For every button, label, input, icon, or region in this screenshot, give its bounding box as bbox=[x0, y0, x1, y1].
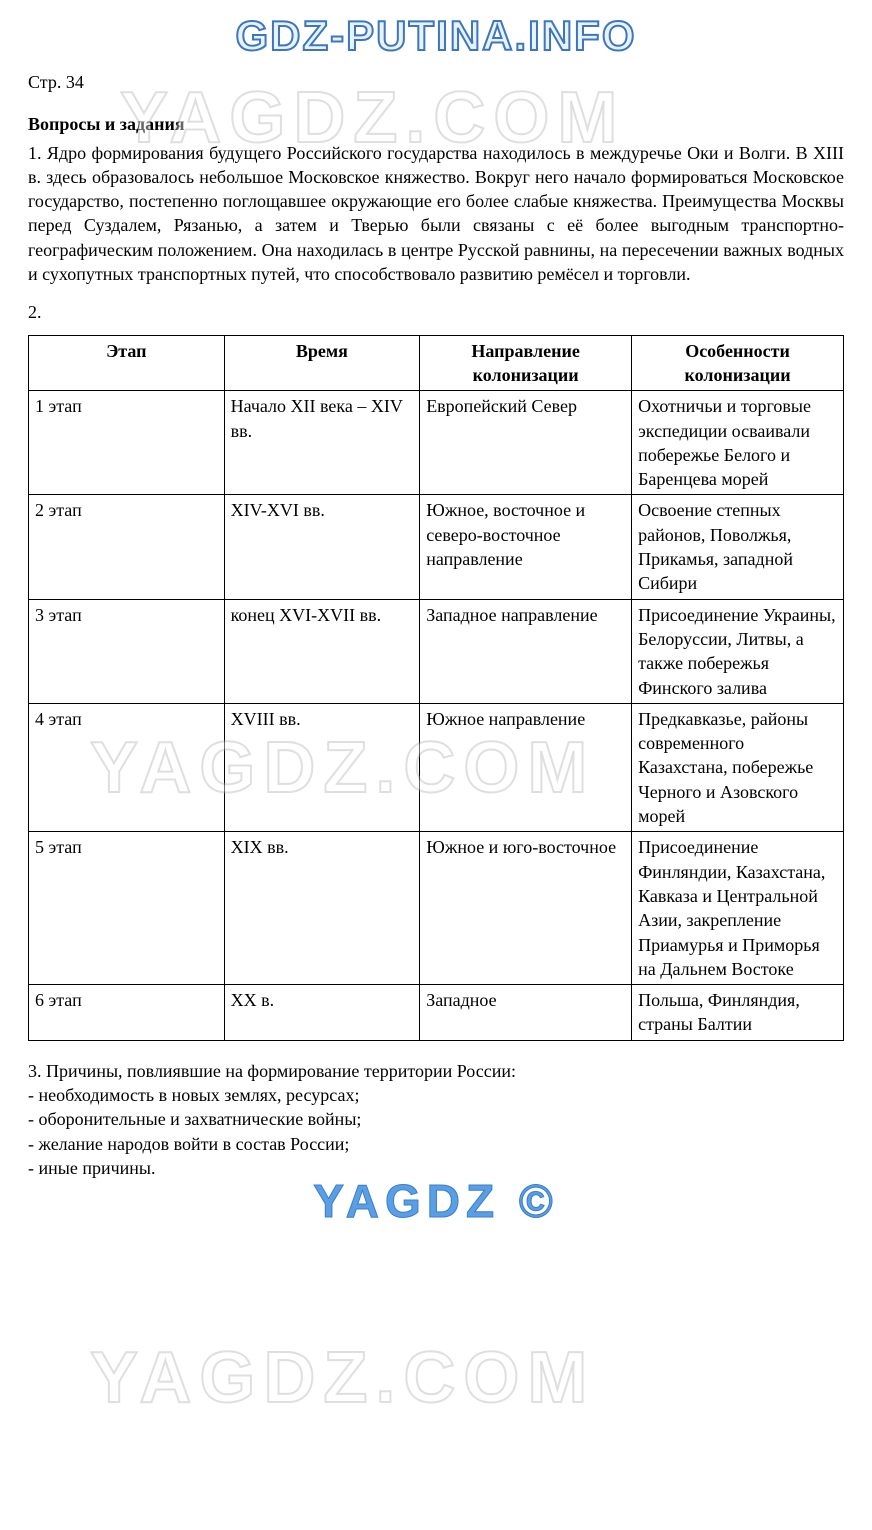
table-cell: XIX вв. bbox=[224, 832, 420, 985]
question-3-intro: 3. Причины, повлиявшие на формирование т… bbox=[28, 1059, 844, 1083]
table-cell: Южное направление bbox=[420, 703, 632, 831]
table-body: 1 этапНачало XII века – XIV вв.Европейск… bbox=[29, 391, 844, 1040]
table-row: 6 этапXX в.ЗападноеПольша, Финляндия, ст… bbox=[29, 985, 844, 1041]
section-heading: Вопросы и задания bbox=[28, 112, 844, 136]
table-cell: 6 этап bbox=[29, 985, 225, 1041]
table-row: 5 этапXIX вв.Южное и юго-восточноеПрисое… bbox=[29, 832, 844, 985]
table-cell: 3 этап bbox=[29, 599, 225, 703]
table-cell: Освоение степных районов, Поволжья, Прик… bbox=[632, 495, 844, 599]
watermark-yagdz-3: YAGDZ.COM bbox=[90, 1330, 595, 1427]
table-cell: 4 этап bbox=[29, 703, 225, 831]
table-row: 4 этапXVIII вв.Южное направлениеПредкавк… bbox=[29, 703, 844, 831]
table-cell: Европейский Север bbox=[420, 391, 632, 495]
th-time: Время bbox=[224, 335, 420, 391]
table-cell: XVIII вв. bbox=[224, 703, 420, 831]
table-row: 3 этапконец XVI-XVII вв.Западное направл… bbox=[29, 599, 844, 703]
th-features: Особенности колонизации bbox=[632, 335, 844, 391]
table-cell: Присоединение Финляндии, Казахстана, Кав… bbox=[632, 832, 844, 985]
table-cell: Польша, Финляндия, страны Балтии bbox=[632, 985, 844, 1041]
list-item: - оборонительные и захватнические войны; bbox=[28, 1107, 844, 1131]
list-item: - необходимость в новых землях, ресурсах… bbox=[28, 1083, 844, 1107]
table-cell: 5 этап bbox=[29, 832, 225, 985]
table-cell: Предкавказье, районы современного Казахс… bbox=[632, 703, 844, 831]
table-cell: Присоединение Украины, Белоруссии, Литвы… bbox=[632, 599, 844, 703]
table-cell: 1 этап bbox=[29, 391, 225, 495]
table-cell: Западное направление bbox=[420, 599, 632, 703]
table-header-row: Этап Время Направление колонизации Особе… bbox=[29, 335, 844, 391]
table-row: 2 этапXIV-XVI вв.Южное, восточное и севе… bbox=[29, 495, 844, 599]
table-cell: XX в. bbox=[224, 985, 420, 1041]
page-reference: Стр. 34 bbox=[28, 70, 844, 94]
table-cell: XIV-XVI вв. bbox=[224, 495, 420, 599]
colonization-table: Этап Время Направление колонизации Особе… bbox=[28, 335, 844, 1041]
question-1-text: 1. Ядро формирования будущего Российског… bbox=[28, 141, 844, 287]
table-row: 1 этапНачало XII века – XIV вв.Европейск… bbox=[29, 391, 844, 495]
list-item: - желание народов войти в состав России; bbox=[28, 1132, 844, 1156]
th-direction: Направление колонизации bbox=[420, 335, 632, 391]
th-stage: Этап bbox=[29, 335, 225, 391]
watermark-top-logo: GDZ-PUTINA.INFO bbox=[236, 8, 637, 65]
table-cell: конец XVI-XVII вв. bbox=[224, 599, 420, 703]
list-item: - иные причины. bbox=[28, 1156, 844, 1180]
table-cell: Охотничьи и торговые экспедиции осваивал… bbox=[632, 391, 844, 495]
table-cell: Начало XII века – XIV вв. bbox=[224, 391, 420, 495]
table-cell: 2 этап bbox=[29, 495, 225, 599]
table-cell: Западное bbox=[420, 985, 632, 1041]
table-cell: Южное и юго-восточное bbox=[420, 832, 632, 985]
table-cell: Южное, восточное и северо-восточное напр… bbox=[420, 495, 632, 599]
question-3-block: 3. Причины, повлиявшие на формирование т… bbox=[28, 1059, 844, 1180]
question-2-label: 2. bbox=[28, 300, 844, 324]
